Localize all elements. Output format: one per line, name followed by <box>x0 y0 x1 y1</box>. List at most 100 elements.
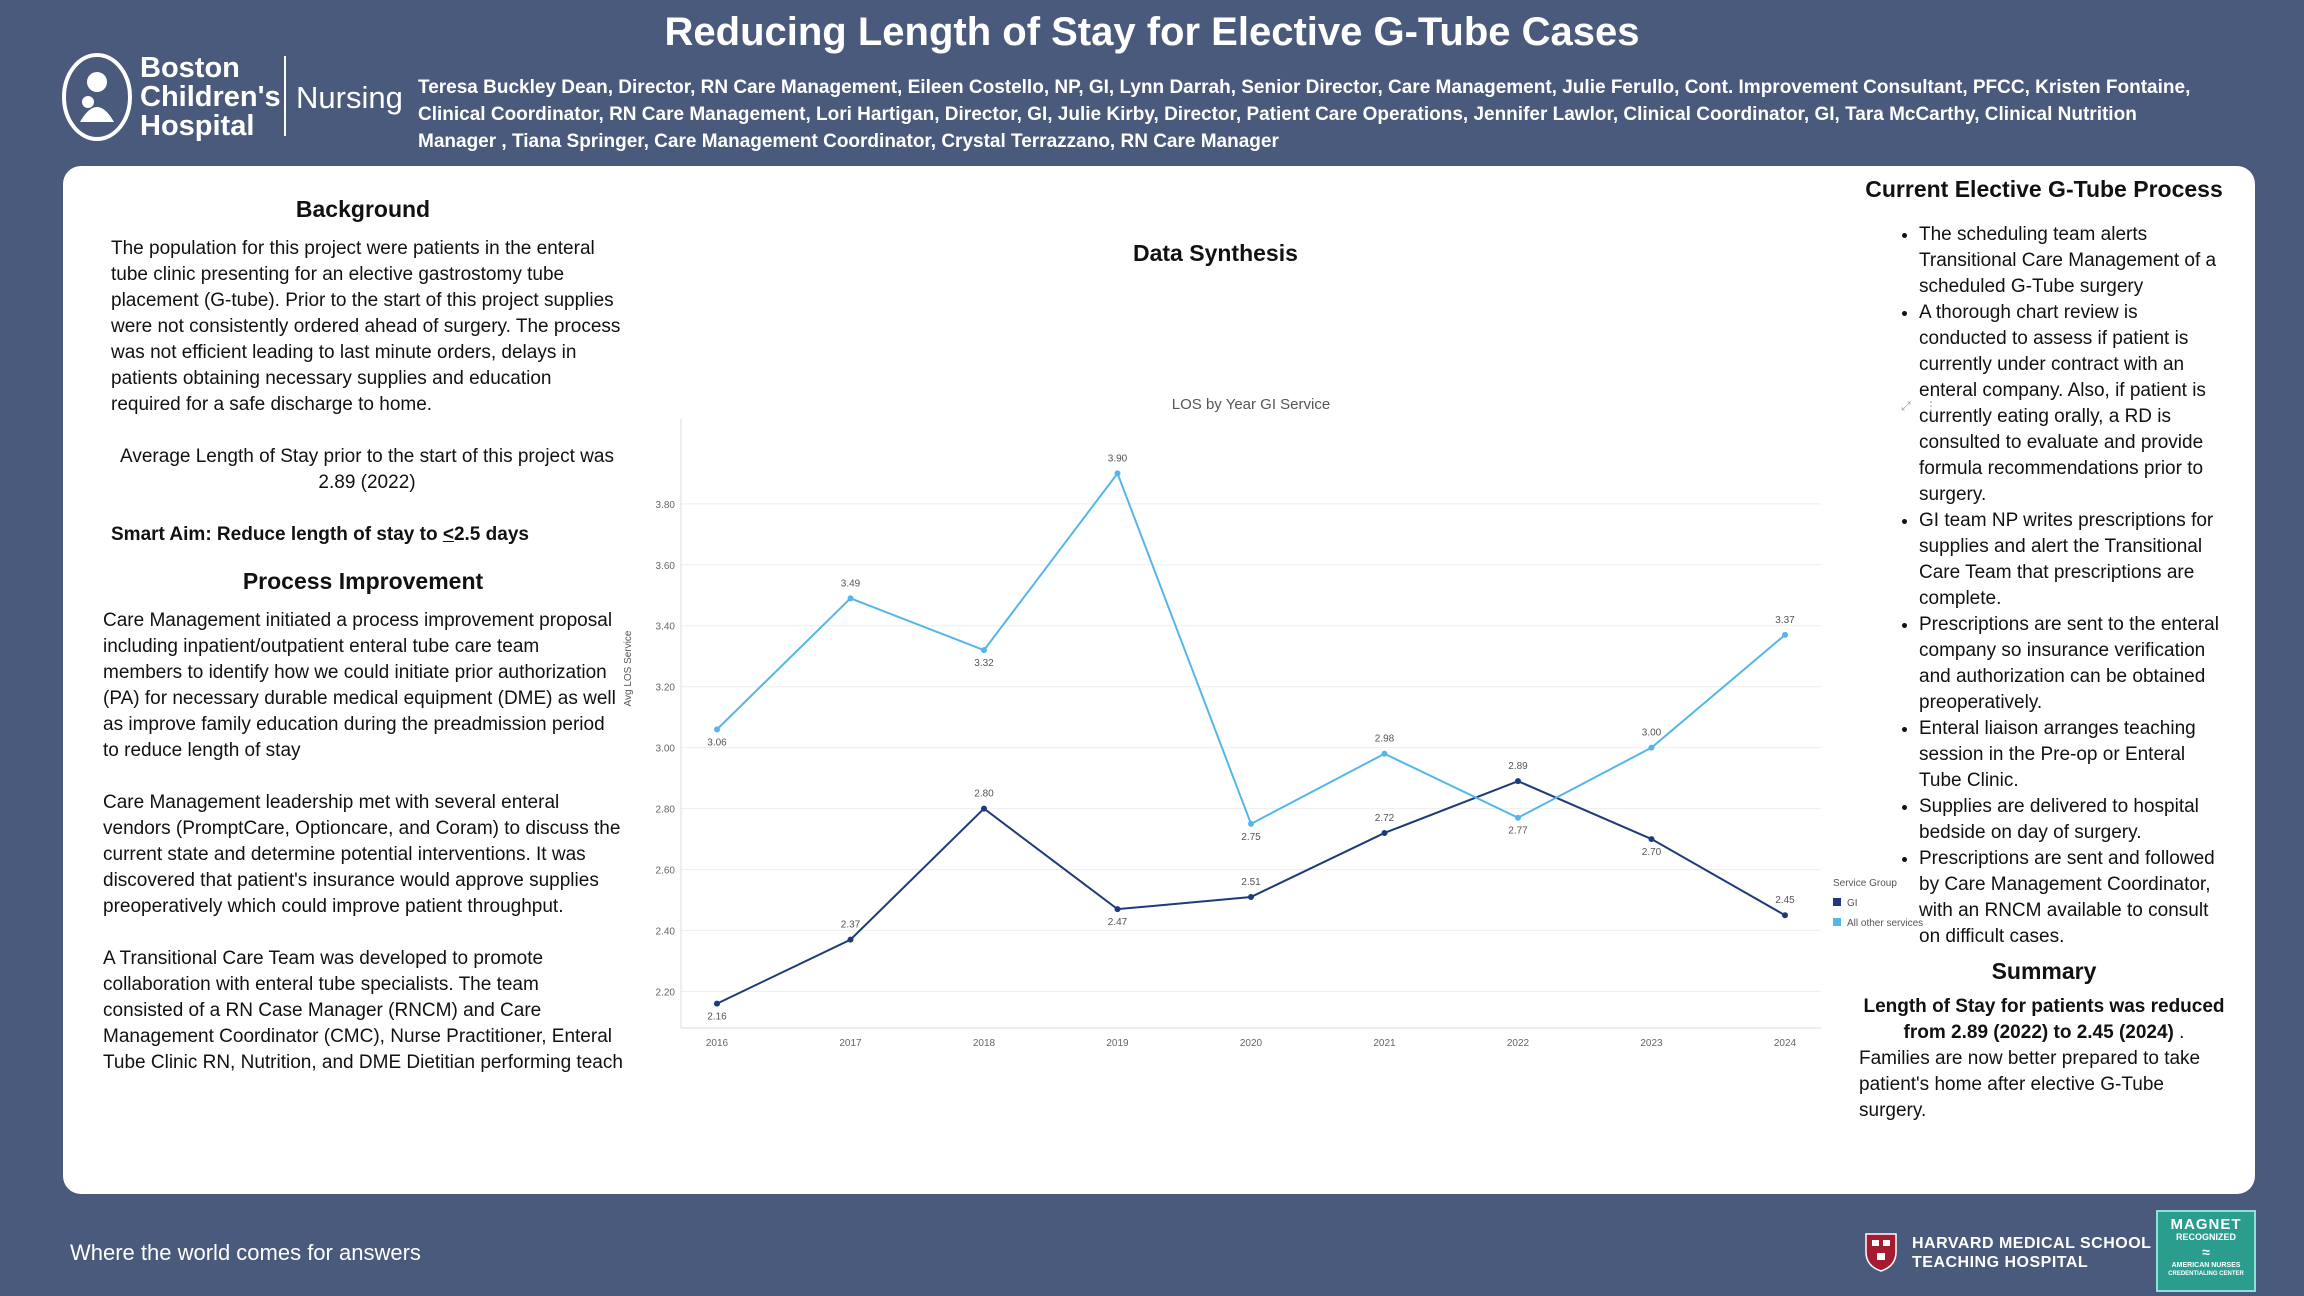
y-tick-label: 2.40 <box>656 926 676 937</box>
list-item: Prescriptions are sent to the enteral co… <box>1919 612 2229 716</box>
x-tick-label: 2020 <box>1240 1038 1263 1049</box>
summary-heading: Summary <box>1991 958 2097 984</box>
data-point <box>1782 631 1788 638</box>
data-label: 3.06 <box>707 737 727 748</box>
x-tick-label: 2023 <box>1640 1038 1663 1049</box>
legend-entry: GI <box>1847 898 1858 909</box>
data-label: 2.45 <box>1775 895 1795 906</box>
y-tick-label: 3.00 <box>656 744 676 755</box>
x-tick-label: 2019 <box>1106 1038 1129 1049</box>
list-item: The scheduling team alerts Transitional … <box>1919 222 2229 300</box>
x-tick-label: 2017 <box>839 1038 862 1049</box>
hospital-seal-icon <box>62 53 132 141</box>
harvard-text: HARVARD MEDICAL SCHOOL TEACHING HOSPITAL <box>1912 1235 2152 1271</box>
x-tick-label: 2024 <box>1774 1038 1797 1049</box>
data-label: 2.75 <box>1241 832 1261 843</box>
data-label: 2.80 <box>974 789 994 800</box>
logo-name: Boston Children's Hospital <box>140 52 281 142</box>
more-options-icon: ⋮ <box>1925 399 1937 413</box>
magnet-badge: MAGNET RECOGNIZED ≈ AMERICAN NURSES CRED… <box>2156 1210 2256 1292</box>
background-heading: Background <box>295 196 431 222</box>
list-item: Enteral liaison arranges teaching sessio… <box>1919 716 2229 794</box>
series-line <box>716 471 1786 826</box>
x-tick-label: 2016 <box>706 1038 729 1049</box>
logo-nursing: Nursing <box>296 80 403 115</box>
series-line <box>716 780 1786 1005</box>
data-point <box>1248 893 1254 900</box>
background-section: The population for this project were pat… <box>103 236 623 548</box>
data-label: 2.77 <box>1508 826 1528 837</box>
footer-tagline: Where the world comes for answers <box>70 1240 421 1265</box>
data-point <box>1248 820 1254 827</box>
y-tick-label: 2.20 <box>656 987 676 998</box>
process-improvement-p2: Care Management leadership met with seve… <box>103 792 621 917</box>
data-point <box>847 595 854 602</box>
data-point <box>1381 829 1388 836</box>
smart-aim: Smart Aim: Reduce length of stay to <2.5… <box>111 524 529 545</box>
data-point <box>714 726 720 733</box>
author-list: Teresa Buckley Dean, Director, RN Care M… <box>418 77 2191 152</box>
legend-swatch <box>1833 918 1841 926</box>
data-label: 2.37 <box>841 920 861 931</box>
hospital-logo: Boston Children's Hospital Nursing <box>62 50 403 146</box>
data-point <box>1648 744 1655 751</box>
content-panel: Background The population for this proje… <box>63 166 2255 1194</box>
data-point <box>981 805 987 812</box>
data-synthesis-heading: Data Synthesis <box>1133 240 1298 266</box>
harvard-logo: HARVARD MEDICAL SCHOOL TEACHING HOSPITAL <box>1860 1228 2160 1272</box>
list-item: A thorough chart review is conducted to … <box>1919 300 2229 508</box>
data-label: 3.90 <box>1108 453 1128 464</box>
summary-text: Families are now better prepared to take… <box>1859 1048 2201 1121</box>
harvard-shield-icon <box>1865 1233 1897 1272</box>
data-label: 2.72 <box>1375 813 1395 824</box>
data-label: 3.00 <box>1642 728 1662 739</box>
data-point <box>1114 470 1121 477</box>
data-point <box>1515 814 1521 821</box>
y-tick-label: 2.80 <box>656 805 676 816</box>
process-improvement-p1: Care Management initiated a process impr… <box>103 610 616 761</box>
data-point <box>1648 836 1655 843</box>
data-point <box>1515 778 1521 785</box>
data-point <box>1782 912 1788 919</box>
chart-title: LOS by Year GI Service <box>1172 396 1330 413</box>
list-item: Supplies are delivered to hospital bedsi… <box>1919 794 2229 846</box>
data-label: 2.51 <box>1241 877 1261 888</box>
y-tick-label: 3.80 <box>656 500 676 511</box>
los-chart-svg: LOS by Year GI Service ⤢ ⋮ 2.20 2.40 2.60 2.80… <box>623 396 1937 1049</box>
logo-divider <box>284 56 286 136</box>
y-tick-label: 3.40 <box>656 622 676 633</box>
legend-entry: All other services <box>1847 918 1923 929</box>
data-label: 3.37 <box>1775 615 1795 626</box>
right-column: Current Elective G-Tube Process The sche… <box>1859 176 2229 1124</box>
y-tick-label: 3.60 <box>656 561 676 572</box>
data-point <box>981 647 987 654</box>
data-label: 2.98 <box>1375 734 1395 745</box>
current-process-list: The scheduling team alerts Transitional … <box>1859 222 2229 950</box>
left-column: Background The population for this proje… <box>103 196 623 1076</box>
data-point <box>1114 906 1121 913</box>
data-label: 2.47 <box>1108 917 1128 928</box>
avg-los-text: Average Length of Stay prior to the star… <box>120 446 614 493</box>
los-chart: LOS by Year GI Service ⤢ ⋮ 2.20 2.40 2.60 2.80… <box>601 334 1941 1054</box>
list-item: GI team NP writes prescriptions for supp… <box>1919 508 2229 612</box>
data-point <box>714 1000 720 1007</box>
data-label: 2.16 <box>707 1012 727 1023</box>
y-axis-label: Avg LOS Service <box>623 630 634 706</box>
y-tick-label: 2.60 <box>656 866 676 877</box>
data-point <box>847 936 854 943</box>
expand-icon: ⤢ <box>1900 399 1911 413</box>
x-tick-label: 2021 <box>1373 1038 1396 1049</box>
legend-title: Service Group <box>1833 878 1897 889</box>
summary-result: Length of Stay for patients was reduced … <box>1863 996 2225 1043</box>
data-label: 2.89 <box>1508 761 1528 772</box>
current-process-heading: Current Elective G-Tube Process <box>1865 176 2223 202</box>
data-point <box>1381 750 1388 757</box>
data-label: 2.70 <box>1642 847 1662 858</box>
y-tick-label: 3.20 <box>656 683 676 694</box>
background-text: The population for this project were pat… <box>111 238 621 415</box>
data-label: 3.49 <box>841 578 861 589</box>
list-item: Prescriptions are sent and followed by C… <box>1919 846 2229 950</box>
legend-swatch <box>1833 898 1841 906</box>
poster-title: Reducing Length of Stay for Elective G-T… <box>664 10 1640 54</box>
process-improvement-heading: Process Improvement <box>242 568 484 594</box>
